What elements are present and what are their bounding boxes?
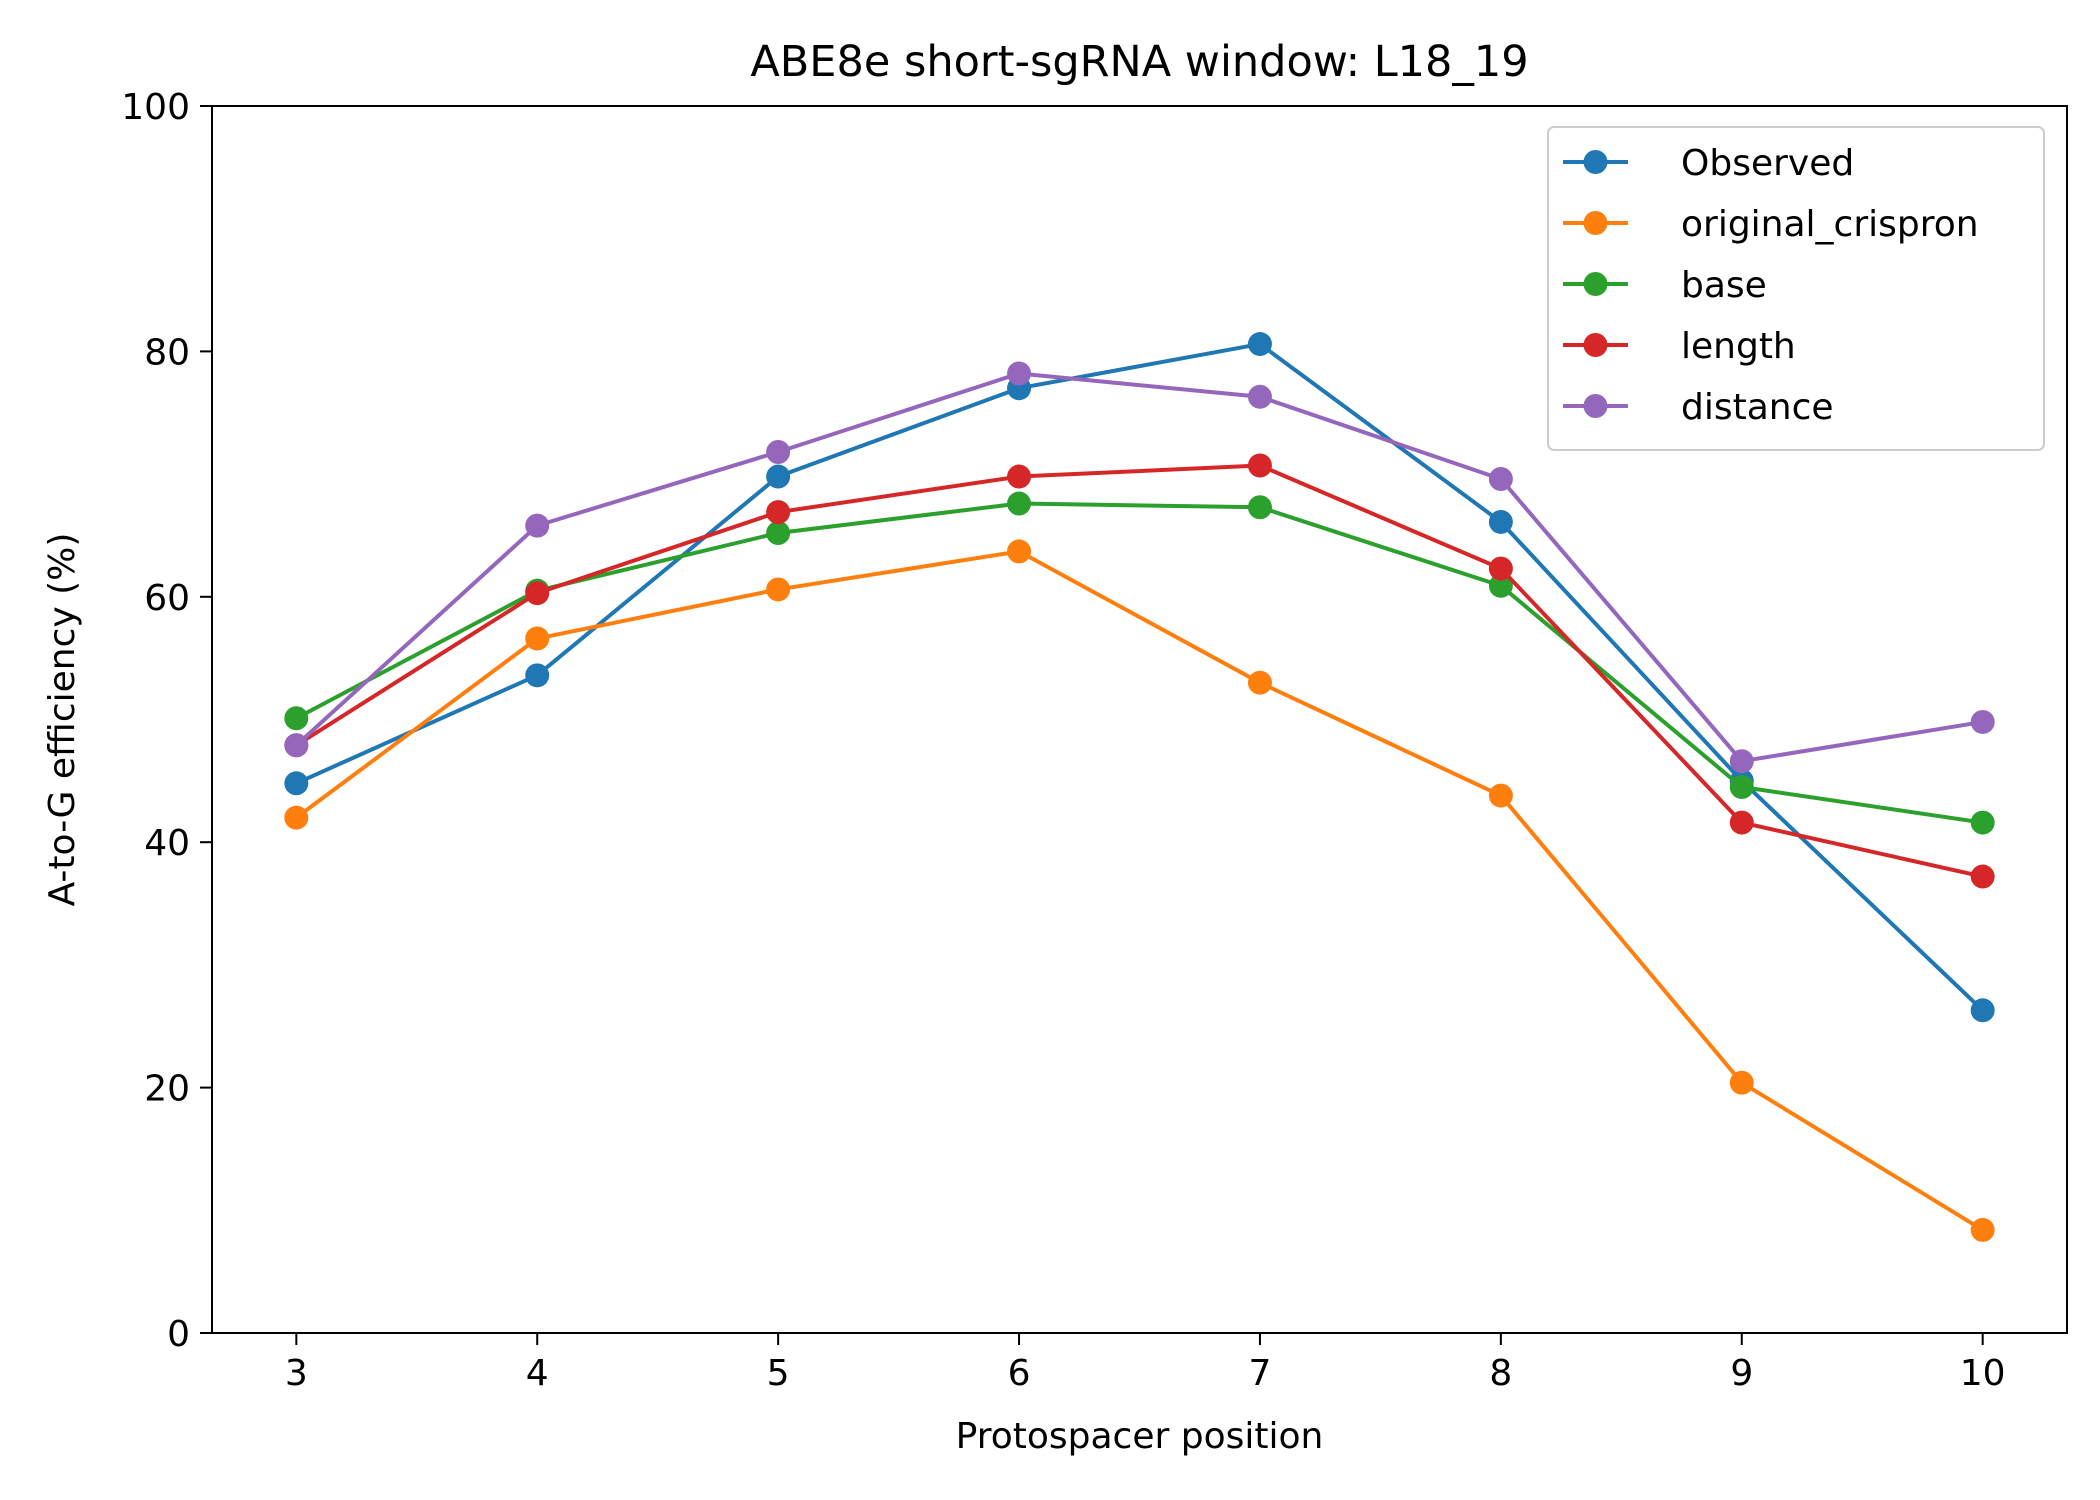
data-point (766, 577, 791, 602)
data-point (1970, 810, 1995, 835)
x-tick-label: 7 (1249, 1353, 1272, 1394)
data-point (1007, 361, 1032, 386)
data-point (1970, 1217, 1995, 1242)
data-point (1970, 998, 1995, 1023)
data-point (1007, 464, 1032, 489)
legend-swatch-marker (1583, 333, 1608, 357)
data-point (1488, 467, 1513, 492)
legend-label: distance (1681, 387, 1834, 428)
plot-frame (211, 105, 2068, 1334)
x-tick-label: 9 (1730, 1353, 1753, 1394)
data-point (1729, 749, 1754, 774)
data-point (1729, 774, 1754, 799)
data-point (284, 733, 309, 758)
y-tick-label: 20 (144, 1069, 190, 1110)
chart-title: ABE8e short-sgRNA window: L18_19 (750, 37, 1528, 87)
data-point (1247, 670, 1272, 695)
legend-label: base (1681, 265, 1767, 306)
legend-frame (1547, 126, 2045, 451)
data-point (766, 500, 791, 525)
series-layer (284, 332, 1995, 1242)
data-point (525, 513, 550, 538)
legend-label: original_crispron (1681, 204, 1979, 245)
y-axis: 0 20 40 60 80 100 (121, 87, 212, 1355)
data-point (525, 626, 550, 651)
data-point (1488, 509, 1513, 534)
y-tick-label: 40 (144, 823, 190, 864)
y-tick-label: 80 (144, 332, 190, 373)
legend-label: Observed (1681, 143, 1854, 184)
series-distance (284, 361, 1995, 774)
y-axis-title: A-to-G efficiency (%) (42, 533, 83, 907)
data-point (1007, 491, 1032, 516)
legend-label: length (1681, 326, 1796, 367)
series-line (295, 463, 1984, 879)
y-tick-label: 100 (121, 87, 190, 128)
legend-swatch-marker (1583, 272, 1608, 296)
data-point (1488, 556, 1513, 581)
data-point (284, 706, 309, 731)
y-tick-label: 0 (167, 1314, 190, 1355)
data-point (284, 805, 309, 830)
legend-swatch-marker (1583, 150, 1608, 174)
series-line (295, 342, 1985, 1012)
legend-entry: Observed (1563, 143, 1854, 184)
data-point (1729, 1070, 1754, 1095)
legend-entry: length (1563, 326, 1796, 367)
x-tick-label: 10 (1960, 1353, 2006, 1394)
data-point (766, 464, 791, 489)
legend-entry: original_crispron (1563, 204, 1979, 245)
legend-entry: base (1563, 265, 1767, 306)
x-tick-label: 3 (285, 1353, 308, 1394)
data-point (525, 663, 550, 688)
x-tick-label: 5 (767, 1353, 790, 1394)
y-tick-label: 60 (144, 578, 190, 619)
series-line (295, 549, 1984, 1232)
data-point (1970, 709, 1995, 734)
x-axis: 3 4 5 6 7 8 9 10 (285, 1333, 2006, 1394)
data-point (1247, 332, 1272, 357)
data-point (1007, 539, 1032, 564)
data-point (766, 440, 791, 465)
series-line (294, 371, 1984, 764)
x-tick-label: 6 (1008, 1353, 1031, 1394)
data-point (1247, 453, 1272, 478)
x-axis-title: Protospacer position (956, 1416, 1324, 1457)
data-point (284, 771, 309, 796)
x-tick-label: 4 (526, 1353, 549, 1394)
legend-swatch-marker (1583, 211, 1608, 235)
data-point (1970, 864, 1995, 889)
data-point (1488, 573, 1513, 598)
data-point (525, 581, 550, 606)
series-original-crispron (284, 539, 1995, 1242)
legend-entry: distance (1563, 387, 1834, 428)
data-point (766, 520, 791, 545)
data-point (1729, 810, 1754, 835)
x-tick-label: 8 (1489, 1353, 1512, 1394)
data-point (1247, 384, 1272, 409)
series-length (284, 453, 1995, 889)
data-point (1488, 783, 1513, 808)
legend-swatch-marker (1583, 394, 1608, 418)
data-point (1247, 495, 1272, 520)
